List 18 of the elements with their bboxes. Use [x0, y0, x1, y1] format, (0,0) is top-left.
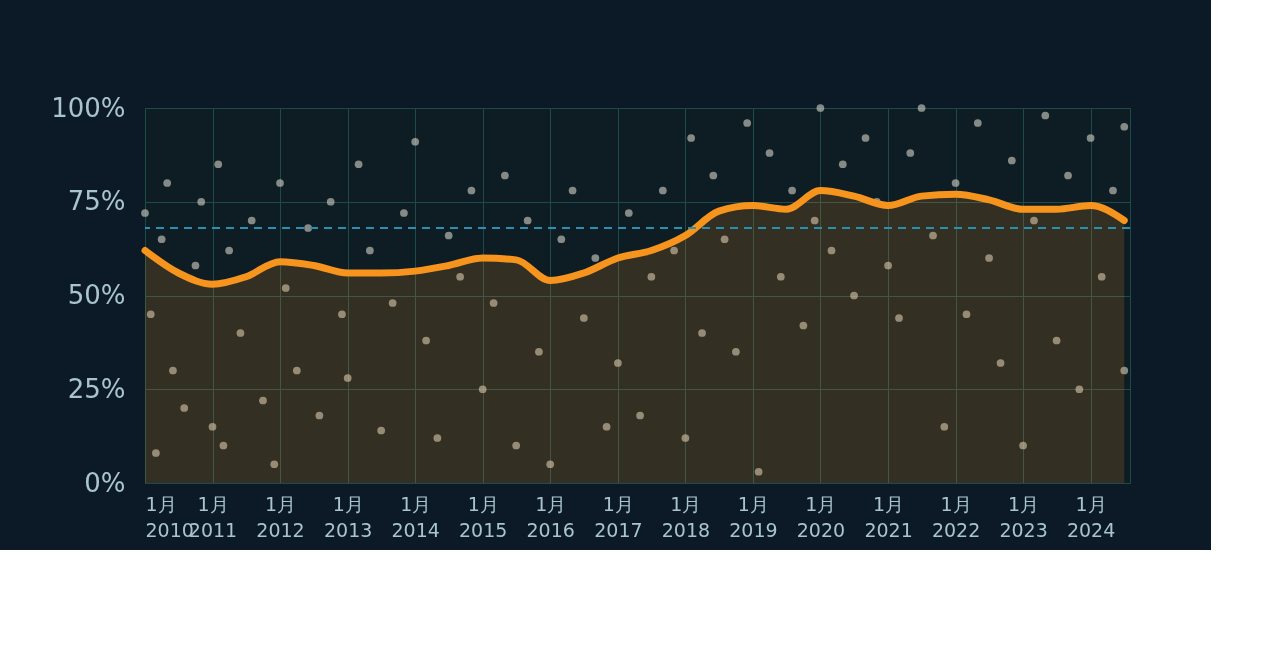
x-tick-label: 1月 2016 — [526, 492, 575, 541]
x-tick-label: 1月 2022 — [931, 492, 981, 541]
y-tick-label: 25% — [67, 373, 126, 404]
x-tick-label: 1月 2015 — [459, 492, 508, 541]
x-tick-label: 1月 2013 — [324, 492, 373, 541]
x-tick-label: 1月 2023 — [999, 492, 1048, 541]
x-tick-label: 1月 2020 — [796, 492, 846, 541]
x-tick-label: 1月 2021 — [864, 492, 913, 541]
x-tick-label: 1月 2024 — [1066, 492, 1116, 541]
x-tick-label: 1月 2017 — [594, 492, 643, 541]
x-tick-label: 1月 2019 — [729, 492, 778, 541]
y-tick-label: 0% — [84, 467, 126, 498]
y-tick-label: 75% — [67, 186, 126, 217]
x-tick-label: 1月 2018 — [661, 492, 711, 541]
y-tick-label: 100% — [51, 92, 126, 123]
y-tick-label: 50% — [67, 280, 126, 310]
x-tick-label: 1月 2012 — [256, 492, 305, 541]
x-tick-label: 1月 2014 — [391, 492, 440, 541]
